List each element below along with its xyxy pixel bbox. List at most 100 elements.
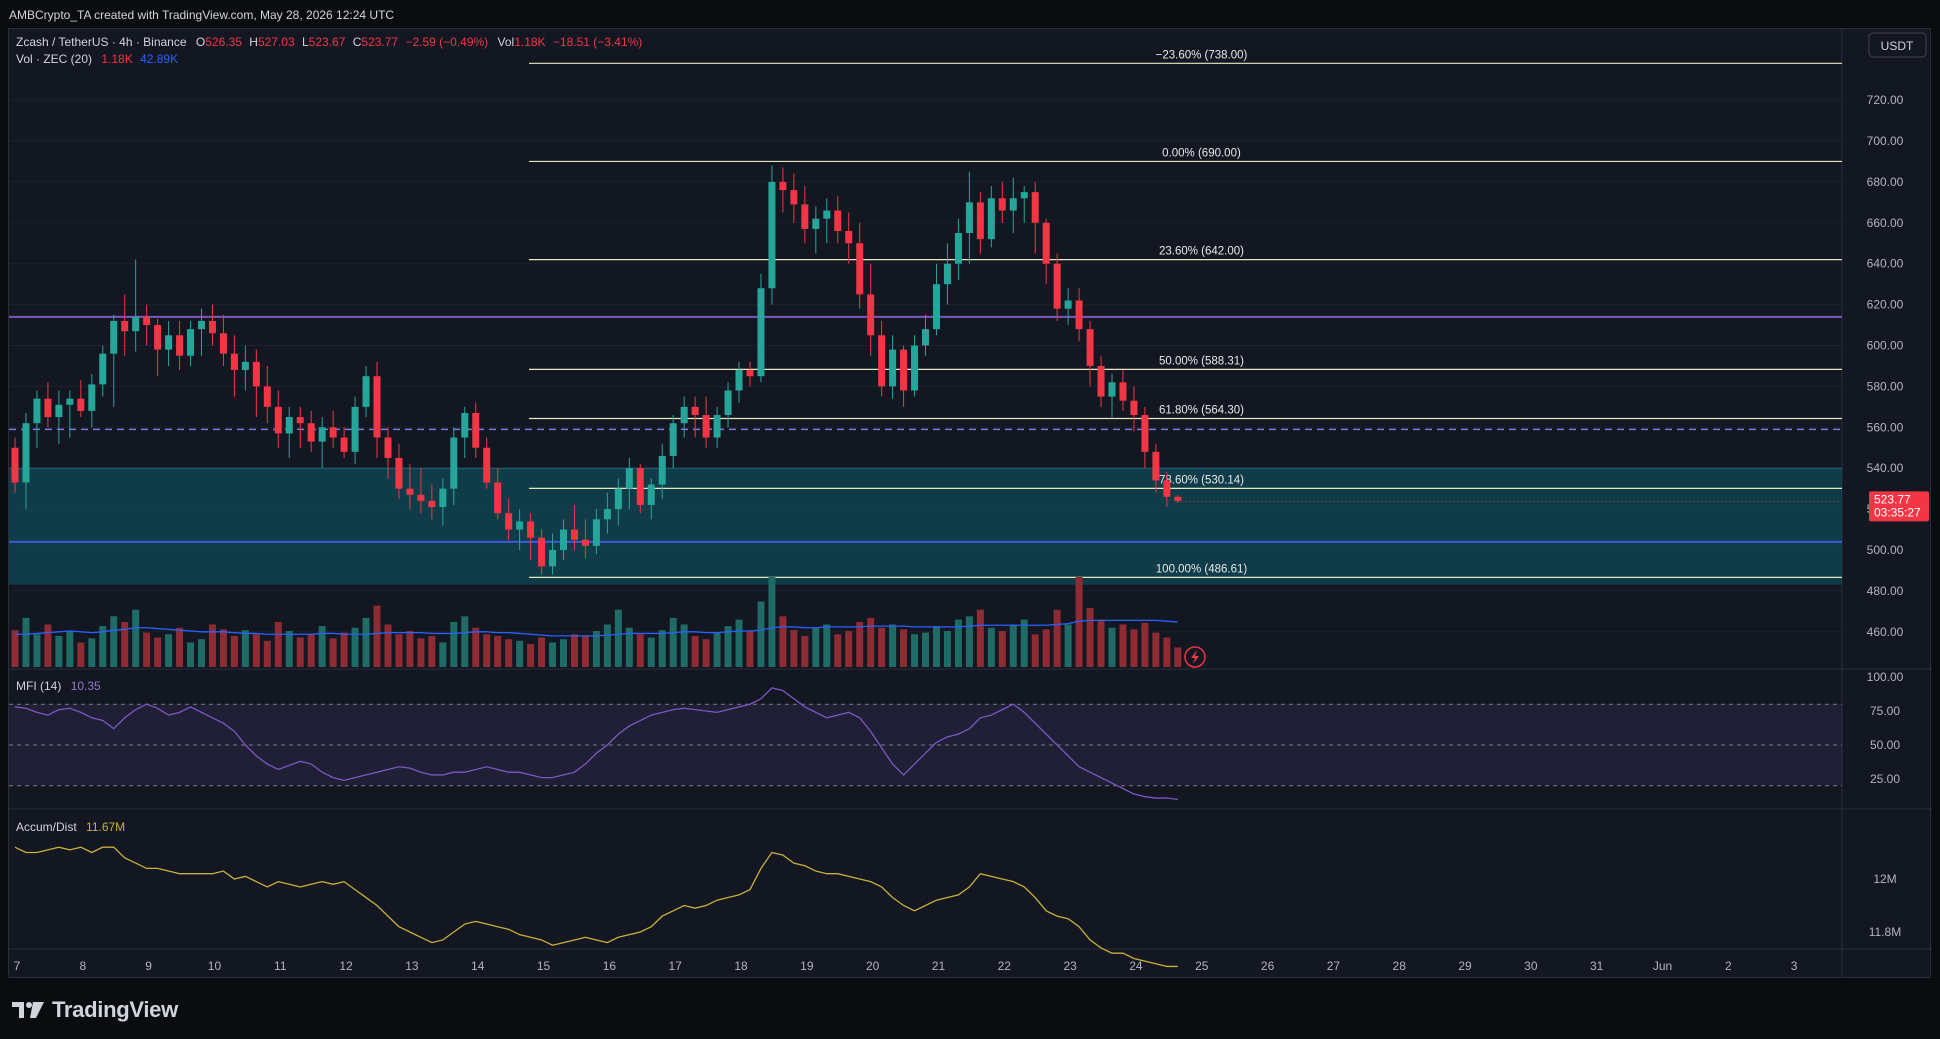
- currency-button[interactable]: USDT: [1868, 32, 1927, 58]
- volume-bar: [88, 638, 96, 667]
- volume-legend-label: Vol · ZEC (20): [16, 52, 92, 66]
- volume-bar: [647, 637, 655, 667]
- time-tick-label: 29: [1458, 959, 1472, 973]
- price-axis[interactable]: 460.00480.00500.00520.00540.00560.00580.…: [1867, 93, 1904, 939]
- candle-body: [1020, 192, 1028, 199]
- volume-bar: [318, 626, 326, 667]
- price-tick-label: 540.00: [1867, 461, 1904, 475]
- candle-body: [461, 412, 469, 438]
- ad-line: [14, 846, 1178, 968]
- candle-body: [362, 376, 370, 407]
- time-tick-label: 23: [1063, 959, 1077, 973]
- volume-bar: [176, 627, 184, 667]
- volume-bar: [658, 630, 666, 667]
- candle-body: [307, 423, 315, 442]
- volume-bar: [922, 632, 930, 667]
- volume-bar: [406, 631, 414, 667]
- mfi-pane: [9, 687, 1842, 801]
- volume-bar: [998, 631, 1006, 667]
- footer: TradingView: [0, 978, 1940, 1039]
- fibonacci-retracement[interactable]: −23.60% (738.00) 0.00% (690.00) 23.60% (64…: [529, 49, 1842, 578]
- volume-bar: [570, 634, 578, 667]
- volume-bar: [483, 634, 491, 667]
- candle-body: [263, 386, 271, 407]
- mfi-tick-label: 100.00: [1867, 670, 1904, 684]
- volume-bar: [132, 609, 140, 667]
- fib-label: 61.80% (564.30): [1159, 405, 1244, 417]
- candle-body: [230, 353, 238, 371]
- candle-body: [1042, 222, 1050, 264]
- volume-bar: [461, 616, 469, 667]
- volume-bar: [757, 601, 765, 667]
- candle-body: [614, 488, 622, 510]
- volume-bar: [1086, 608, 1094, 667]
- volume-bar: [11, 630, 19, 667]
- lightning-icon[interactable]: [1184, 646, 1206, 668]
- candle-body: [384, 437, 392, 458]
- price-tick-label: 660.00: [1867, 216, 1904, 230]
- candle-body: [538, 537, 546, 567]
- fib-label: 23.60% (642.00): [1159, 246, 1244, 258]
- candle-body: [812, 218, 820, 229]
- candle-body: [823, 210, 831, 219]
- volume-bar: [987, 627, 995, 667]
- candle-body: [965, 202, 973, 234]
- candle-body: [208, 320, 216, 334]
- volume-legend-value: 1.18K: [101, 52, 132, 66]
- svg-text:MFI (14) 10.35: MFI (14) 10.35: [16, 679, 101, 693]
- time-tick-label: 15: [537, 959, 551, 973]
- change-value: −2.59 (−0.49%): [405, 35, 488, 49]
- time-tick-label: 17: [669, 959, 683, 973]
- volume-bar: [889, 624, 897, 667]
- volume-bar: [812, 627, 820, 667]
- candle-body: [1053, 263, 1061, 309]
- price-tick-label: 560.00: [1867, 420, 1904, 434]
- high-value: 527.03: [258, 35, 295, 49]
- candle-body: [560, 529, 567, 550]
- price-tick-label: 640.00: [1867, 257, 1904, 271]
- volume-bar: [274, 622, 282, 667]
- time-tick-label: 13: [405, 959, 419, 973]
- candle-body: [713, 415, 721, 438]
- volume-bar: [1119, 624, 1127, 667]
- last-price: 523.77: [1874, 492, 1911, 506]
- volume-bar: [713, 632, 721, 667]
- grid: [9, 29, 1932, 979]
- candle-body: [1097, 365, 1105, 397]
- time-axis[interactable]: 7 8 9 10 11 12 13 14 15 16 17 18 19 20 21 22 23 24 25 26 27 2…: [14, 959, 1798, 973]
- candle-body: [878, 335, 886, 387]
- volume-bar: [428, 635, 436, 667]
- candle-body: [505, 513, 513, 530]
- candle-body: [900, 349, 908, 391]
- time-tick-label: 31: [1590, 959, 1604, 973]
- mfi-legend: MFI (14) 10.35: [16, 679, 101, 693]
- volume-bar: [801, 635, 809, 667]
- vol-value: 1.18K: [514, 35, 545, 49]
- candle-body: [625, 468, 633, 489]
- volume-bar: [581, 635, 589, 667]
- candle-body: [252, 361, 260, 387]
- time-tick-label: 24: [1129, 959, 1143, 973]
- volume-bar: [768, 577, 776, 667]
- zone-rect: [9, 468, 1842, 585]
- time-tick-label: 8: [79, 959, 86, 973]
- candle-body: [801, 204, 809, 229]
- volume-bar: [505, 639, 513, 667]
- volume-bar: [208, 624, 216, 667]
- volume-bar: [285, 631, 293, 667]
- volume-bar: [1009, 624, 1017, 667]
- volume-bar: [790, 630, 798, 667]
- chart-frame[interactable]: −23.60% (738.00) 0.00% (690.00) 23.60% (64…: [8, 28, 1932, 979]
- candle-body: [55, 404, 63, 418]
- candle-body: [450, 437, 458, 489]
- candle-body: [768, 181, 776, 289]
- tradingview-logo[interactable]: TradingView: [12, 997, 178, 1023]
- time-tick-label: 14: [471, 959, 485, 973]
- volume-bar: [878, 627, 886, 667]
- price-tick-label: 680.00: [1867, 175, 1904, 189]
- candle-body: [757, 288, 765, 377]
- volume-bar: [1141, 622, 1149, 667]
- chart-canvas[interactable]: −23.60% (738.00) 0.00% (690.00) 23.60% (64…: [9, 29, 1932, 979]
- time-tick-label: 11: [274, 959, 287, 973]
- volume-bar: [99, 626, 107, 667]
